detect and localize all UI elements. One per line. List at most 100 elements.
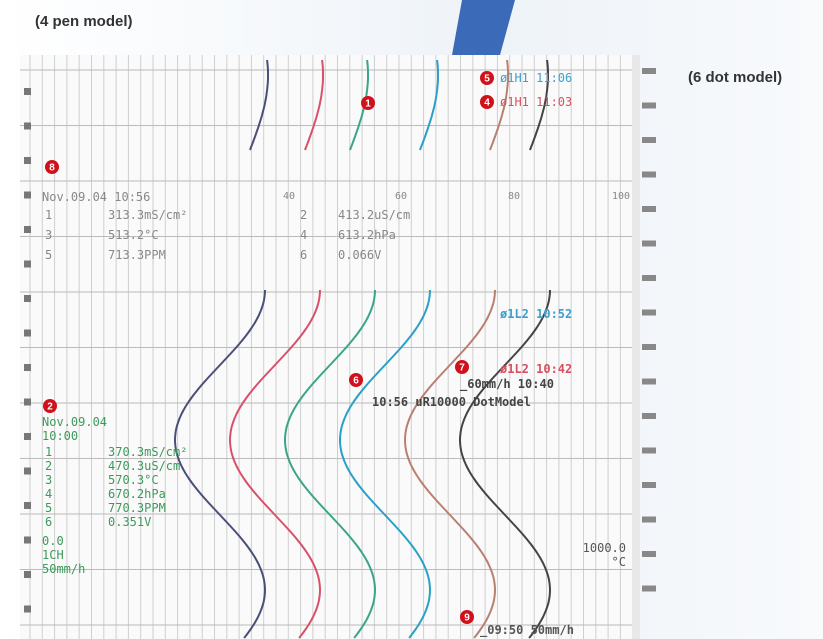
printed-text: 5 bbox=[45, 501, 52, 515]
traces bbox=[173, 59, 552, 639]
printed-text: 80 bbox=[508, 191, 520, 202]
hole bbox=[642, 378, 656, 385]
marker bbox=[43, 399, 57, 413]
marker-label: 7 bbox=[459, 363, 465, 374]
printed-text: 10:56 uR10000 DotModel bbox=[372, 395, 531, 409]
trace bbox=[173, 289, 267, 639]
printed-text: 1 bbox=[45, 208, 52, 222]
printed-text: 2 bbox=[300, 208, 307, 222]
trace bbox=[419, 59, 439, 151]
trace bbox=[283, 289, 377, 639]
printed-text: 513.2°C bbox=[108, 228, 159, 242]
printed-text: 100 bbox=[612, 191, 630, 202]
printed-text: 470.3uS/cm bbox=[108, 459, 180, 473]
hole bbox=[24, 226, 31, 233]
edge bbox=[632, 55, 640, 639]
marker bbox=[460, 610, 474, 624]
hole bbox=[642, 309, 656, 316]
hole bbox=[24, 502, 31, 509]
hole bbox=[642, 447, 656, 454]
printed-text: Nov.09.04 bbox=[42, 415, 107, 429]
printed-text: ø1L2 10:42 bbox=[500, 362, 572, 376]
trace bbox=[304, 59, 324, 151]
printed-text: ø1H1 11:03 bbox=[500, 95, 572, 109]
printed-text: 1 bbox=[45, 445, 52, 459]
hole bbox=[642, 516, 656, 523]
marker-label: 8 bbox=[49, 163, 55, 174]
printed-text: 6 bbox=[45, 515, 52, 529]
marker-label: 2 bbox=[47, 402, 53, 413]
hole bbox=[642, 585, 656, 592]
printed-text: 4 bbox=[300, 228, 307, 242]
hole bbox=[24, 191, 31, 199]
printed-text: _60mm/h 10:40 bbox=[460, 377, 554, 392]
hole bbox=[642, 102, 656, 109]
hole bbox=[642, 275, 656, 281]
printed-text: 4 bbox=[45, 487, 52, 501]
grid bbox=[20, 55, 632, 639]
hole bbox=[24, 364, 31, 371]
printed-text: 1000.0 bbox=[583, 541, 626, 555]
printed-text: _09:50 50mm/h bbox=[480, 623, 574, 638]
hole bbox=[24, 433, 31, 440]
printed-text: 0.0 bbox=[42, 534, 64, 548]
marker bbox=[349, 373, 363, 387]
marker-label: 5 bbox=[484, 74, 490, 85]
printed-text: 570.3°C bbox=[108, 473, 159, 487]
marker-label: 4 bbox=[484, 98, 490, 109]
hole bbox=[24, 295, 31, 302]
marker-label: 1 bbox=[365, 99, 371, 110]
printed-text: 413.2uS/cm bbox=[338, 208, 410, 222]
hole bbox=[642, 551, 656, 557]
hole bbox=[24, 157, 31, 164]
printed-text: 313.3mS/cm² bbox=[108, 208, 187, 222]
printed-text: 2 bbox=[45, 459, 52, 473]
trace bbox=[249, 59, 269, 151]
marker bbox=[45, 160, 59, 174]
label: (6 dot model) bbox=[688, 69, 782, 86]
decor bbox=[452, 0, 515, 55]
trace bbox=[489, 59, 509, 151]
printed-text: Nov.09.04 10:56 bbox=[42, 190, 150, 204]
marker bbox=[480, 95, 494, 109]
hole bbox=[24, 260, 31, 268]
printed-text: ø1L2 10:52 bbox=[500, 307, 572, 321]
printed-text: 770.3PPM bbox=[108, 501, 166, 515]
printed-text: 3 bbox=[45, 473, 52, 487]
hole bbox=[24, 536, 31, 544]
printed-text: 370.3mS/cm² bbox=[108, 445, 187, 459]
printed-text: 1CH bbox=[42, 548, 64, 562]
printed-text: 713.3PPM bbox=[108, 248, 166, 262]
hole bbox=[642, 68, 656, 74]
marker bbox=[455, 360, 469, 374]
hole bbox=[24, 122, 31, 130]
printed-text: 50mm/h bbox=[42, 562, 85, 576]
printed-text: 10:00 bbox=[42, 429, 78, 443]
hole bbox=[24, 605, 31, 613]
trace bbox=[529, 59, 549, 151]
printed-text: 3 bbox=[45, 228, 52, 242]
marker bbox=[480, 71, 494, 85]
hole bbox=[642, 482, 656, 488]
hole bbox=[642, 137, 656, 143]
trace bbox=[458, 289, 552, 639]
hole bbox=[24, 329, 31, 337]
perforations bbox=[24, 55, 656, 639]
hole bbox=[642, 344, 656, 350]
marker bbox=[361, 96, 375, 110]
printed-text: 613.2hPa bbox=[338, 228, 396, 242]
marker-label: 6 bbox=[353, 376, 359, 387]
printed-text: °C bbox=[612, 555, 626, 569]
hole bbox=[24, 88, 31, 95]
hole bbox=[642, 206, 656, 212]
printed-text: 0.066V bbox=[338, 248, 381, 262]
hole bbox=[642, 413, 656, 419]
marker-label: 9 bbox=[464, 613, 470, 624]
trace bbox=[403, 289, 497, 639]
printed-text: 670.2hPa bbox=[108, 487, 166, 501]
hole bbox=[642, 240, 656, 247]
printed-text: 6 bbox=[300, 248, 307, 262]
trace bbox=[228, 289, 322, 639]
hole bbox=[24, 571, 31, 578]
